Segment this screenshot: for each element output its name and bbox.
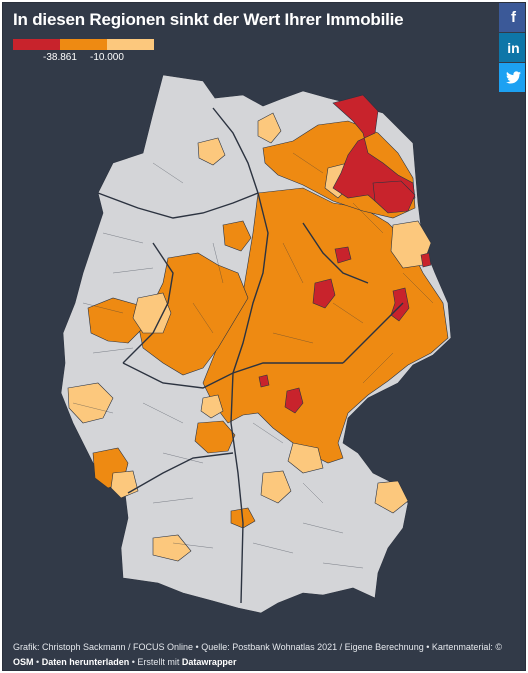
social-share-bar: f in [499, 3, 525, 93]
state-borders [97, 107, 404, 604]
download-data-link[interactable]: Daten herunterladen [41, 657, 130, 667]
region-strong-thuringia [284, 387, 304, 414]
region-strong-vogtland [258, 374, 270, 388]
footer-credits: Grafik: Christoph Sackmann / FOCUS Onlin… [13, 640, 518, 670]
footer-credit-text: Grafik: Christoph Sackmann / FOCUS Onlin… [13, 642, 503, 652]
legend-label-low: -38.861 [43, 52, 77, 63]
legend-swatch-strong [13, 39, 60, 50]
region-light-rhine-main [200, 394, 224, 419]
twitter-bird-icon [506, 71, 521, 84]
legend-bar [13, 39, 154, 50]
region-light-eifel [67, 382, 114, 424]
map-title: In diesen Regionen sinkt der Wert Ihrer … [13, 10, 404, 29]
region-light-schleswig [257, 112, 282, 144]
osm-link[interactable]: OSM [13, 657, 34, 667]
linkedin-share-button[interactable]: in [499, 33, 525, 62]
germany-choropleth-map [60, 74, 452, 614]
region-light-swabia [152, 534, 192, 562]
region-medium-north [222, 220, 252, 252]
region-light-franconia [260, 470, 292, 504]
datawrapper-link[interactable]: Datawrapper [181, 657, 237, 667]
footer-separator: • [36, 657, 40, 667]
color-legend: -38.861 -10.000 [13, 39, 154, 64]
region-strong-lusatia [390, 287, 410, 322]
region-medium-upper-rhine [194, 420, 236, 454]
region-strong-altmark [334, 246, 352, 264]
legend-swatch-light [107, 39, 154, 50]
region-strong-uecker [372, 180, 416, 214]
legend-label-mid: -10.000 [90, 52, 124, 63]
region-light-bavaria-east [374, 480, 409, 514]
facebook-share-button[interactable]: f [499, 3, 525, 32]
region-light-ore-mountains [287, 442, 324, 474]
legend-swatch-medium [60, 39, 107, 50]
region-light-rhineland [132, 292, 172, 334]
region-strong-saxony-anhalt [312, 278, 336, 309]
district-borders [72, 152, 434, 569]
region-medium-west [87, 297, 144, 344]
footer-created-with: • Erstellt mit [131, 657, 180, 667]
twitter-share-button[interactable] [499, 63, 525, 92]
region-strong-frankfurt-oder [420, 252, 432, 268]
region-light-north-sea [197, 137, 226, 166]
